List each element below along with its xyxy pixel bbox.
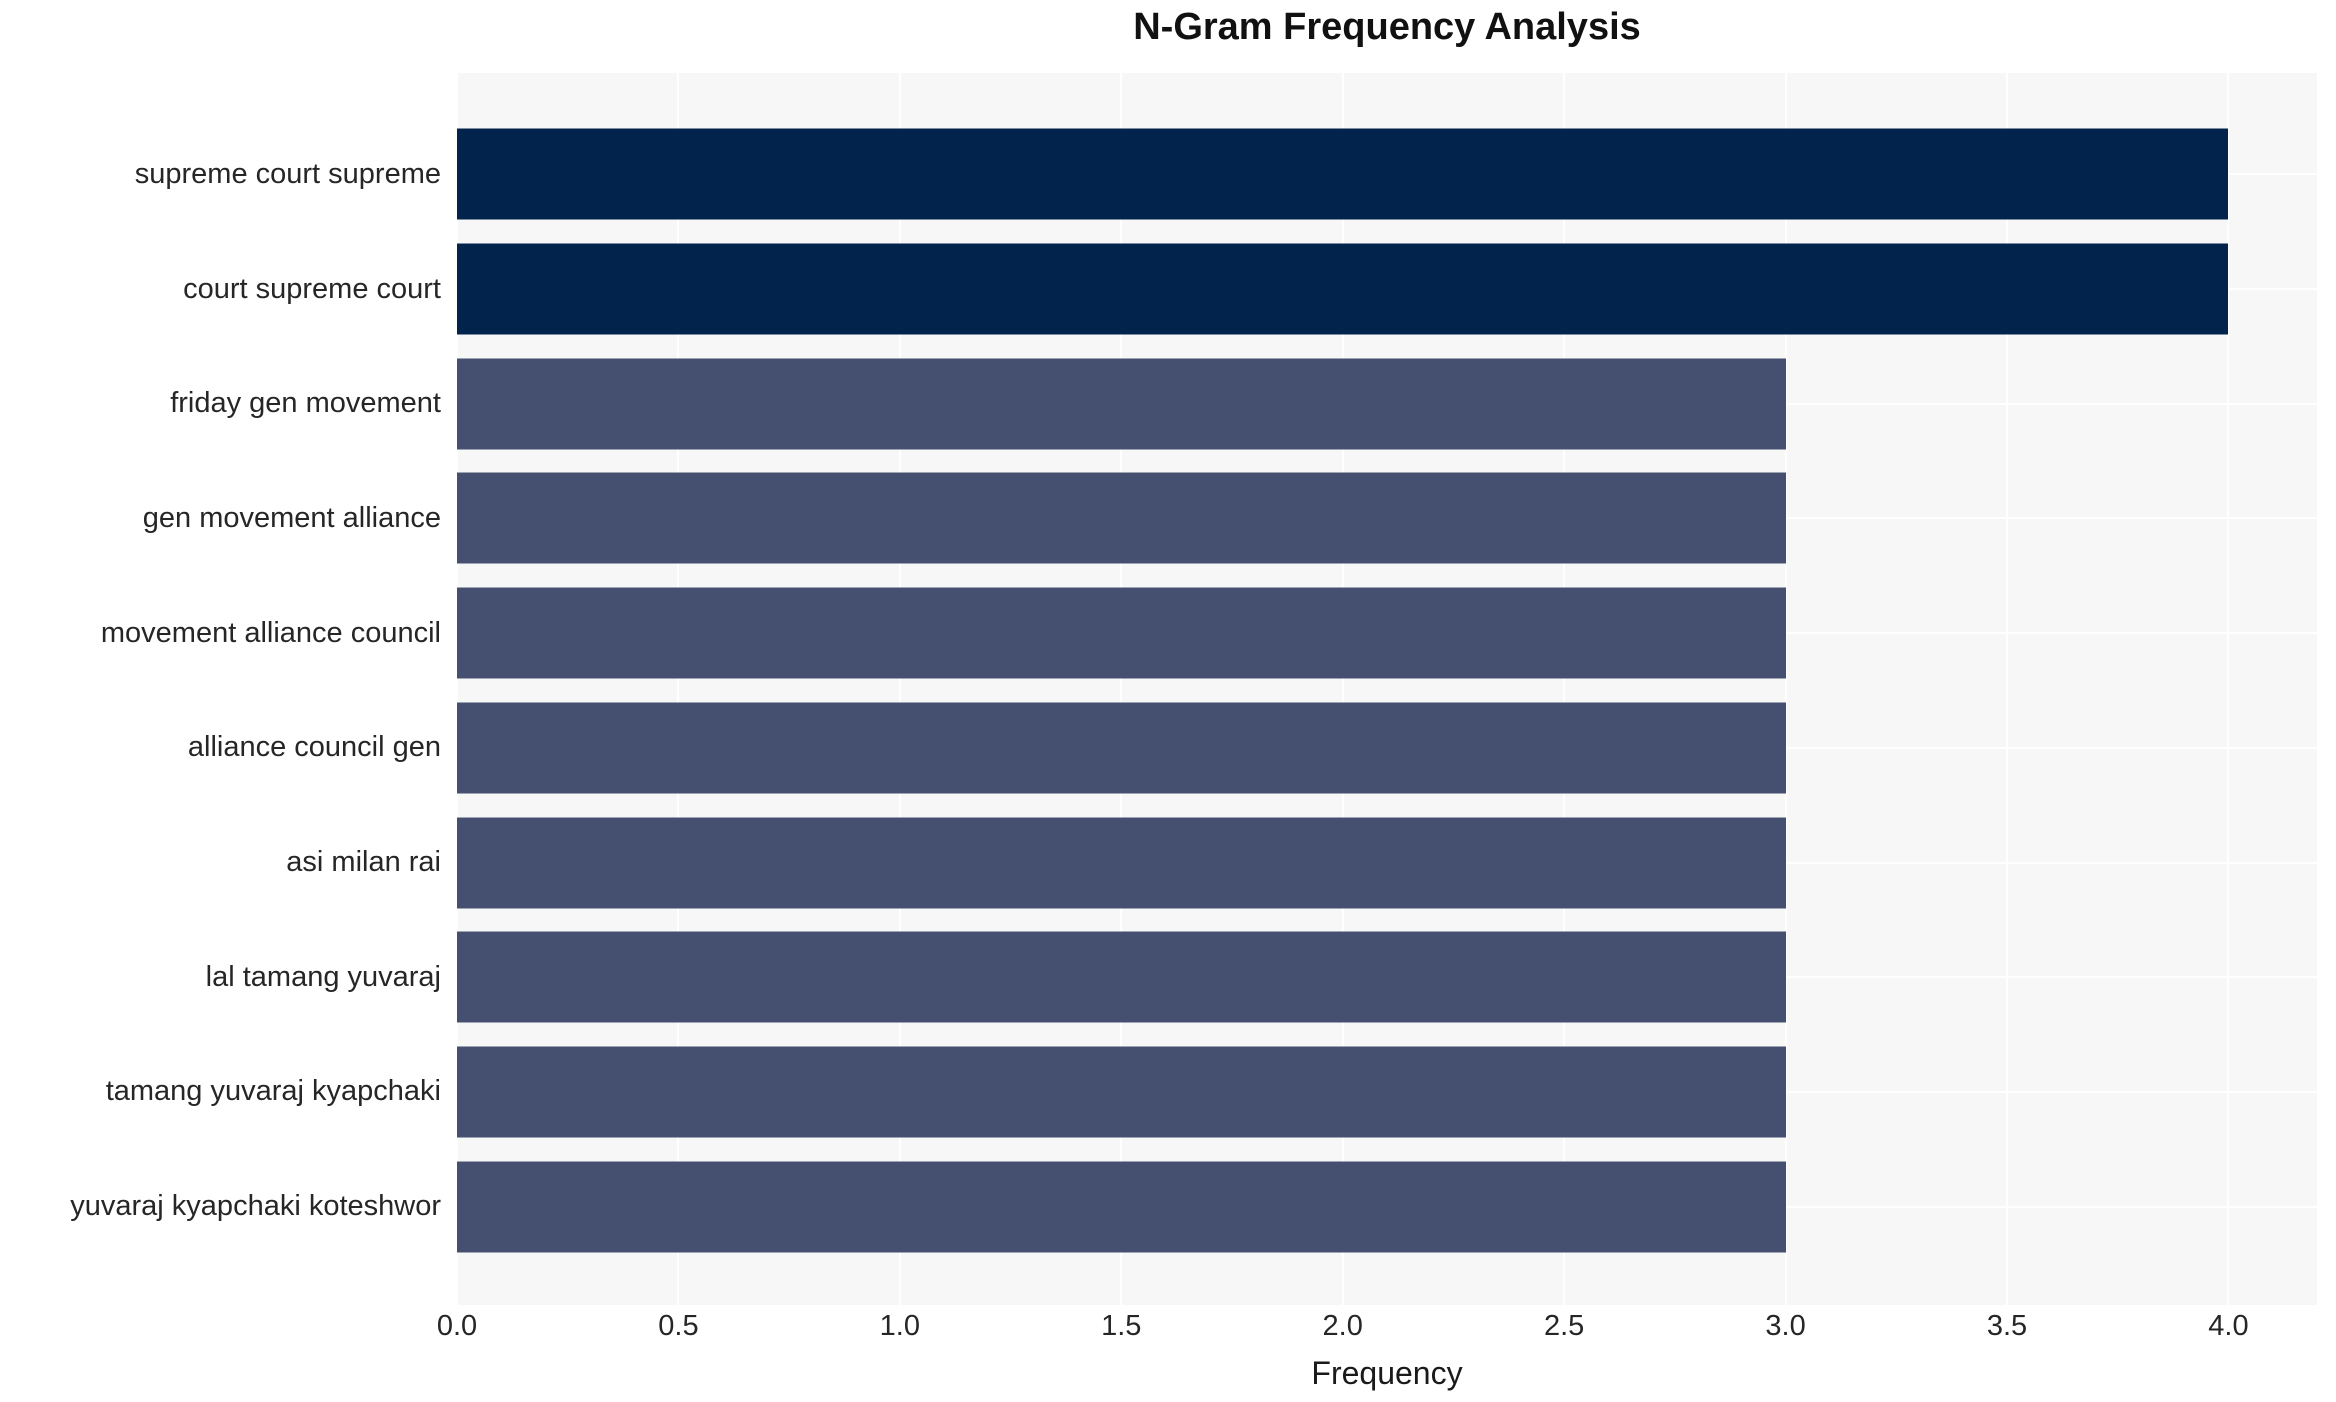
vertical-gridline-4.0: [2227, 73, 2230, 1305]
bar-asi-milan-rai: [457, 817, 1786, 909]
bar-row: [457, 576, 2317, 691]
y-tick-label: gen movement alliance: [142, 501, 441, 534]
x-axis-title: Frequency: [1311, 1355, 1463, 1391]
y-tick-label: asi milan rai: [286, 846, 441, 879]
plot-area: [456, 73, 2317, 1305]
y-tick-label: yuvaraj kyapchaki koteshwor: [70, 1190, 441, 1223]
vertical-gridline-2.0: [1341, 73, 1344, 1305]
vertical-gridline-0.5: [677, 73, 680, 1305]
vertical-gridline-0.0: [456, 73, 458, 1305]
x-axis-tick-labels: 0.0 0.5 1.0 1.5 2.0 2.5 3.0 3.5 4.0: [437, 1310, 2317, 1344]
vertical-gridline-1.5: [1120, 73, 1123, 1305]
vertical-gridline-3.0: [1784, 73, 1787, 1305]
bar-court-supreme-court: [457, 243, 2229, 335]
bar-yuvaraj-kyapchaki-koteshwor: [457, 1161, 1786, 1253]
bar-tamang-yuvaraj-kyapchaki: [457, 1046, 1786, 1138]
y-tick-label: tamang yuvaraj kyapchaki: [105, 1075, 441, 1108]
x-tick-label: 3.5: [1986, 1310, 2028, 1342]
vertical-gridline-3.5: [2006, 73, 2008, 1305]
x-tick-label: 1.5: [1101, 1310, 1142, 1342]
bar-friday-gen-movement: [457, 358, 1786, 450]
bar-row: [457, 1035, 2317, 1150]
y-tick-label: court supreme court: [183, 272, 441, 305]
vertical-gridline-2.5: [1563, 73, 1566, 1305]
bar-row: [457, 461, 2317, 576]
bar-lal-tamang-yuvaraj: [457, 931, 1786, 1023]
bar-row: [457, 805, 2317, 920]
bar-row: [457, 920, 2317, 1035]
vertical-gridline-1.0: [898, 73, 901, 1305]
x-tick-label: 1.0: [879, 1310, 921, 1342]
x-tick-label: 4.0: [2208, 1310, 2249, 1342]
bar-row: [457, 117, 2317, 232]
x-tick-label: 2.5: [1543, 1310, 1585, 1342]
x-tick-label: 0.0: [436, 1310, 478, 1342]
bar-row: [457, 1149, 2317, 1264]
y-tick-label: lal tamang yuvaraj: [205, 960, 441, 993]
y-tick-label: alliance council gen: [187, 731, 441, 764]
bar-row: [457, 691, 2317, 806]
bar-row: [457, 346, 2317, 461]
y-tick-label: friday gen movement: [170, 387, 441, 420]
y-tick-label: supreme court supreme: [134, 157, 441, 190]
chart-title: N-Gram Frequency Analysis: [1133, 6, 1641, 48]
y-tick-label: movement alliance council: [100, 616, 441, 649]
bar-supreme-court-supreme: [457, 128, 2229, 220]
bar-alliance-council-gen: [457, 702, 1786, 794]
bar-movement-alliance-council: [457, 587, 1786, 679]
bar-row: [457, 232, 2317, 347]
x-tick-label: 0.5: [658, 1310, 699, 1342]
x-tick-label: 3.0: [1765, 1310, 1806, 1342]
y-axis-category-labels: supreme court supreme court supreme court…: [0, 73, 441, 1305]
x-tick-label: 2.0: [1322, 1310, 1363, 1342]
bar-gen-movement-alliance: [457, 472, 1786, 564]
bar-rows: [457, 73, 2317, 1305]
